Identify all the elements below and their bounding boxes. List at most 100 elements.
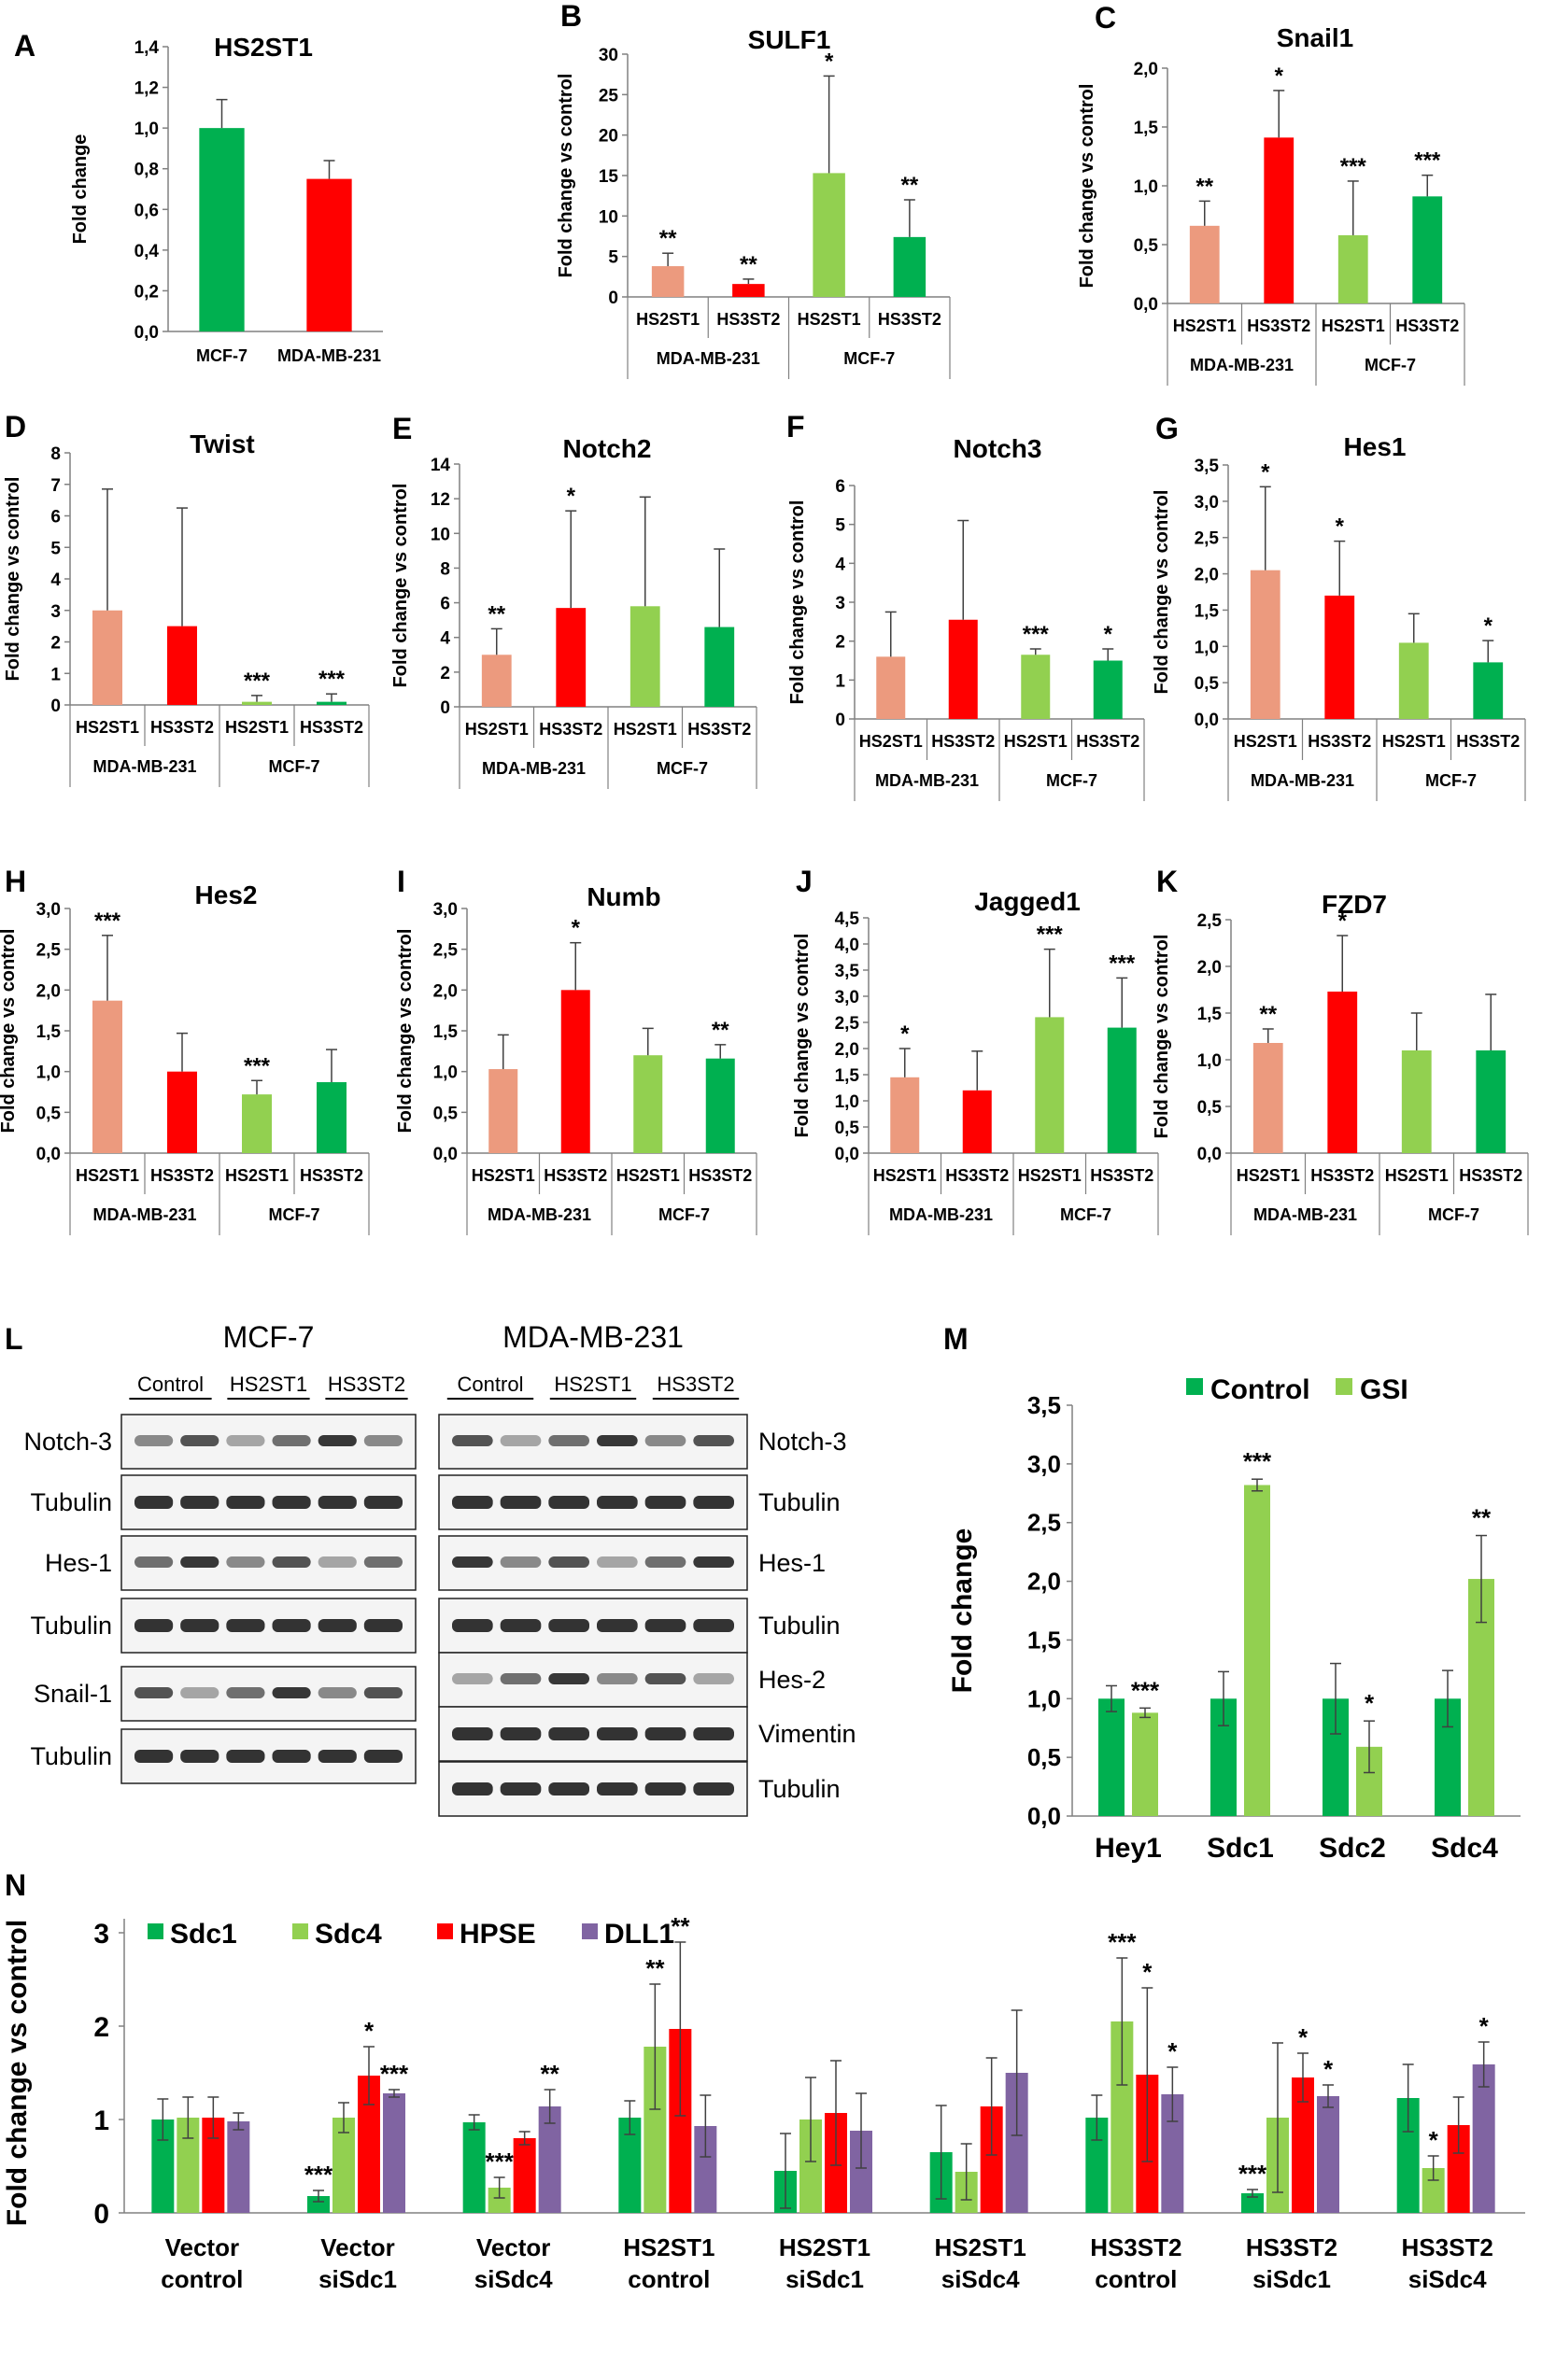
- x-category-label: HS3ST2: [688, 1166, 752, 1185]
- y-tick-label: 25: [599, 86, 619, 106]
- y-tick-label: 7: [50, 476, 61, 496]
- x-category-label: HS3ST2: [1076, 732, 1139, 751]
- blot-band: [226, 1619, 265, 1632]
- y-tick-label: 2,5: [36, 941, 62, 961]
- blot-band: [363, 1619, 403, 1632]
- significance-marker: *: [1104, 622, 1113, 647]
- x-group-label: MDA-MB-231: [482, 759, 586, 778]
- blot-band: [318, 1496, 357, 1509]
- y-axis-label: Fold change vs control: [1077, 84, 1097, 289]
- significance-marker: **: [1472, 1504, 1492, 1532]
- blot-strip: [120, 1474, 417, 1530]
- significance-marker: ***: [1108, 1928, 1137, 1956]
- blot-band: [272, 1556, 311, 1568]
- blot-band: [597, 1496, 638, 1509]
- bar: [1327, 992, 1358, 1153]
- x-group-label: MCF-7: [1060, 1205, 1111, 1224]
- chart-title: Jagged1: [974, 887, 1081, 916]
- y-tick-label: 20: [599, 127, 618, 147]
- blot-row-label: Snail-1: [34, 1680, 112, 1708]
- y-tick-label: 0,0: [134, 323, 159, 343]
- blot-band: [363, 1556, 403, 1568]
- legend-swatch: [437, 1923, 453, 1939]
- y-tick-label: 5: [50, 539, 61, 558]
- panel-label: F: [786, 410, 805, 444]
- blot-row-label: Hes-1: [758, 1549, 826, 1577]
- y-tick-label: 0,0: [1195, 711, 1219, 730]
- y-tick-label: 2,0: [36, 981, 61, 1001]
- y-tick-label: 3,0: [835, 988, 859, 1007]
- panel-label: B: [560, 0, 582, 33]
- y-tick-label: 4,0: [835, 936, 859, 955]
- y-tick-label: 0,0: [36, 1145, 61, 1164]
- bar: [1324, 595, 1355, 719]
- x-category-label: HS3ST2: [150, 1166, 214, 1185]
- y-tick-label: 2,0: [835, 1040, 859, 1060]
- blot-band: [363, 1496, 403, 1509]
- blot-band: [272, 1687, 311, 1698]
- significance-marker: *: [1336, 514, 1345, 540]
- lane-label: Control: [458, 1373, 524, 1396]
- blot-band: [644, 1496, 686, 1509]
- blot-band: [597, 1673, 638, 1684]
- blot-band: [452, 1727, 493, 1740]
- y-tick-label: 2: [440, 664, 450, 683]
- significance-marker: *: [1261, 459, 1270, 485]
- blot-band: [134, 1496, 174, 1509]
- y-tick-label: 5: [608, 248, 618, 268]
- x-category-label: HS2ST1: [472, 1166, 535, 1185]
- blot-band: [272, 1619, 311, 1632]
- chart-title: Hes1: [1344, 432, 1407, 461]
- blot-band: [548, 1727, 589, 1740]
- x-category-label: HS2ST1: [779, 2233, 870, 2261]
- panel-N: N Sdc1 Sdc4 HPSE DLL1 Fold change vs control 0…: [2, 1868, 1525, 2293]
- bar: [732, 284, 765, 297]
- blot-band: [318, 1619, 357, 1632]
- x-category-label: HS3ST2: [1246, 2233, 1337, 2261]
- blot-band: [500, 1556, 542, 1568]
- y-tick-label: 0,5: [1195, 674, 1220, 694]
- x-category-label: HS2ST1: [798, 310, 861, 329]
- x-group-label: MDA-MB-231: [92, 757, 196, 776]
- blot-row-label: Hes-2: [758, 1666, 826, 1694]
- y-tick-label: 0,5: [1027, 1743, 1061, 1771]
- blot-band: [318, 1435, 357, 1446]
- chart-title: HS2ST1: [214, 33, 313, 62]
- bar: [92, 1000, 122, 1153]
- blot-band: [134, 1556, 174, 1568]
- y-tick-label: 0,5: [433, 1104, 459, 1123]
- blot-row-label: Tubulin: [758, 1775, 841, 1803]
- blot-band: [548, 1556, 589, 1568]
- significance-marker: *: [1479, 2012, 1490, 2040]
- blot-band: [693, 1619, 734, 1632]
- x-category-label: HS2ST1: [76, 718, 139, 737]
- y-tick-label: 0,6: [134, 201, 159, 220]
- x-category-label: HS2ST1: [1237, 1166, 1300, 1185]
- panel-I: I Numb Fold change vs control 0,0 0,5 1,0 1,5 2…: [395, 865, 757, 1235]
- significance-marker: **: [541, 2060, 560, 2088]
- panel-label: H: [5, 865, 26, 898]
- blot-row-label: Tubulin: [758, 1488, 841, 1516]
- y-axis-label: Fold change: [70, 134, 91, 245]
- legend-swatch: [1186, 1378, 1203, 1395]
- x-category-label: HS3ST2: [1459, 1166, 1522, 1185]
- bar: [1241, 2193, 1264, 2213]
- x-group-label: MCF-7: [269, 1205, 320, 1224]
- significance-marker: ***: [1238, 2160, 1267, 2188]
- significance-marker: *: [1323, 2055, 1334, 2083]
- blot-band: [644, 1556, 686, 1568]
- blot-strip: [120, 1728, 417, 1784]
- y-tick-label: 14: [431, 456, 451, 475]
- blot-band: [180, 1687, 219, 1698]
- blot-band: [134, 1435, 174, 1446]
- legend-label: HPSE: [460, 1919, 536, 1950]
- y-tick-label: 1,0: [1027, 1684, 1061, 1712]
- y-tick-label: 0,0: [835, 1145, 859, 1164]
- significance-marker: **: [659, 226, 677, 251]
- lane-label: HS2ST1: [230, 1373, 307, 1396]
- x-category-label: control: [161, 2265, 243, 2293]
- y-tick-label: 1,5: [1134, 119, 1159, 138]
- blot-band: [500, 1435, 542, 1446]
- panel-label: G: [1155, 412, 1179, 445]
- significance-marker: *: [364, 2017, 375, 2045]
